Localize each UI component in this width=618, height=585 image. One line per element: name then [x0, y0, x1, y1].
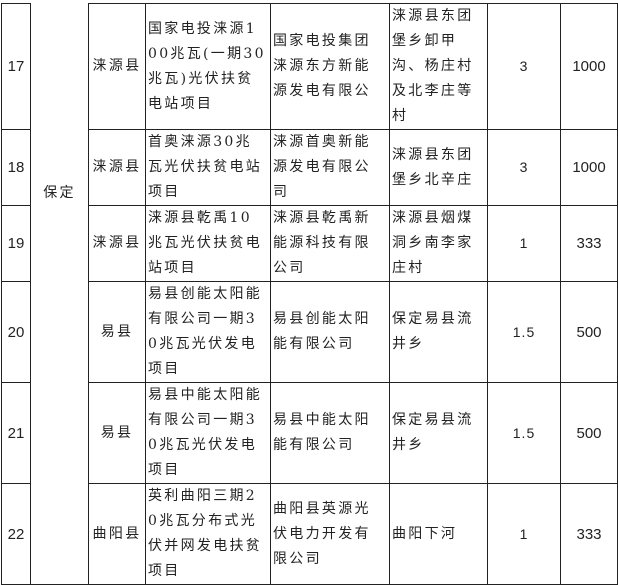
company-cell: 涞源县乾禹新能源科技有限公司	[270, 205, 390, 282]
row-number: 22	[1, 483, 31, 585]
row-number: 18	[1, 129, 31, 206]
location-cell: 涞源县东团堡乡卸甲沟、杨庄村及北李庄等村	[389, 3, 488, 130]
capacity-cell: 1	[487, 483, 561, 585]
table-row: 21 易县 易县中能太阳能有限公司一期30兆瓦光伏发电项目 易县中能太阳能有限公司 保定…	[1, 382, 618, 484]
project-name-cell: 英利曲阳三期20兆瓦分布式光伏并网发电扶贫项目	[145, 483, 271, 585]
county-cell: 易县	[88, 281, 146, 383]
project-table: 17 保定 涞源县 国家电投涞源100兆瓦(一期30兆瓦)光伏扶贫电站项目 国家电投集团…	[1, 3, 618, 585]
capacity-cell: 3	[487, 129, 561, 206]
table-row: 17 保定 涞源县 国家电投涞源100兆瓦(一期30兆瓦)光伏扶贫电站项目 国家电投集团…	[1, 3, 618, 585]
county-cell: 易县	[88, 382, 146, 484]
company-cell: 易县中能太阳能有限公司	[270, 382, 390, 484]
project-name-cell: 易县创能太阳能有限公司一期30兆瓦光伏发电项目	[145, 281, 271, 383]
table-row: 18 涞源县 首奥涞源30兆瓦光伏扶贫电站项目 涞源首奥新能源发电有限公司 涞源县东团堡…	[1, 129, 618, 206]
company-cell: 曲阳县英源光伏电力开发有限公司	[270, 483, 390, 585]
company-cell: 涞源首奥新能源发电有限公司	[270, 129, 390, 206]
capacity-cell: 1	[487, 205, 561, 282]
city-label: 保定	[43, 185, 76, 202]
row-number: 17	[1, 3, 31, 130]
row-number: 19	[1, 205, 31, 282]
table-row: 22 曲阳县 英利曲阳三期20兆瓦分布式光伏并网发电扶贫项目 曲阳县英源光伏电力开发有…	[1, 483, 618, 585]
company-cell: 易县创能太阳能有限公司	[270, 281, 390, 383]
capacity-cell: 1.5	[487, 382, 561, 484]
capacity-cell: 1.5	[487, 281, 561, 383]
households-cell: 333	[560, 205, 618, 282]
households-cell: 333	[560, 483, 618, 585]
project-name-cell: 首奥涞源30兆瓦光伏扶贫电站项目	[145, 129, 271, 206]
location-cell: 曲阳下河	[389, 483, 488, 585]
row-number: 21	[1, 382, 31, 484]
location-cell: 涞源县东团堡乡北辛庄	[389, 129, 488, 206]
row-number: 20	[1, 281, 31, 383]
county-cell: 涞源县	[88, 3, 146, 130]
households-cell: 500	[560, 281, 618, 383]
project-name-cell: 国家电投涞源100兆瓦(一期30兆瓦)光伏扶贫电站项目	[145, 3, 271, 130]
project-name-cell: 涞源县乾禹10兆瓦光伏扶贫电站项目	[145, 205, 271, 282]
county-cell: 曲阳县	[88, 483, 146, 585]
households-cell: 500	[560, 382, 618, 484]
households-cell: 1000	[560, 3, 618, 130]
county-cell: 涞源县	[88, 129, 146, 206]
location-cell: 保定易县流井乡	[389, 281, 488, 383]
county-cell: 涞源县	[88, 205, 146, 282]
city-cell: 保定	[30, 3, 89, 585]
company-cell: 国家电投集团涞源东方新能源发电有限公	[270, 3, 390, 130]
project-name-cell: 易县中能太阳能有限公司一期30兆瓦光伏发电项目	[145, 382, 271, 484]
capacity-cell: 3	[487, 3, 561, 130]
households-cell: 1000	[560, 129, 618, 206]
location-cell: 涞源县烟煤洞乡南李家庄村	[389, 205, 488, 282]
table-row: 20 易县 易县创能太阳能有限公司一期30兆瓦光伏发电项目 易县创能太阳能有限公司 保定…	[1, 281, 618, 383]
location-cell: 保定易县流井乡	[389, 382, 488, 484]
table-row: 19 涞源县 涞源县乾禹10兆瓦光伏扶贫电站项目 涞源县乾禹新能源科技有限公司 涞源县烟…	[1, 205, 618, 282]
